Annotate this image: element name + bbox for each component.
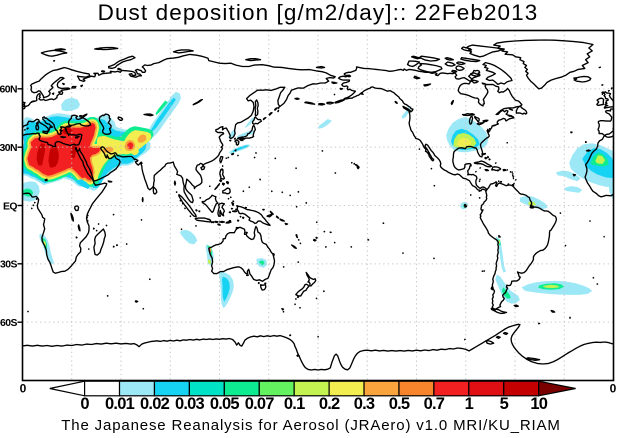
svg-text:0.03: 0.03 <box>175 395 205 413</box>
svg-text:10: 10 <box>530 395 547 413</box>
svg-text:0.5: 0.5 <box>389 395 410 413</box>
svg-text:60S: 60S <box>0 318 18 329</box>
svg-text:0: 0 <box>80 395 89 413</box>
svg-text:5: 5 <box>500 395 509 413</box>
svg-text:The Japanese Reanalysis for Ae: The Japanese Reanalysis for Aerosol (JRA… <box>61 417 561 434</box>
svg-text:0.3: 0.3 <box>354 395 375 413</box>
svg-text:0.07: 0.07 <box>245 395 275 413</box>
svg-text:Dust deposition [g/m2/day]:: 2: Dust deposition [g/m2/day]:: 22Feb2013 <box>98 0 539 25</box>
svg-text:30S: 30S <box>0 260 18 271</box>
svg-text:0.7: 0.7 <box>424 395 445 413</box>
svg-text:EQ: EQ <box>3 201 17 212</box>
svg-text:0.1: 0.1 <box>284 395 305 413</box>
svg-text:0.01: 0.01 <box>105 395 135 413</box>
svg-text:0.2: 0.2 <box>319 395 340 413</box>
svg-text:0: 0 <box>610 382 617 396</box>
svg-text:1: 1 <box>465 395 474 413</box>
svg-text:0: 0 <box>20 382 27 396</box>
svg-text:30N: 30N <box>0 143 17 154</box>
svg-text:0.02: 0.02 <box>140 395 170 413</box>
svg-text:60N: 60N <box>0 85 17 96</box>
svg-text:0.05: 0.05 <box>210 395 240 413</box>
